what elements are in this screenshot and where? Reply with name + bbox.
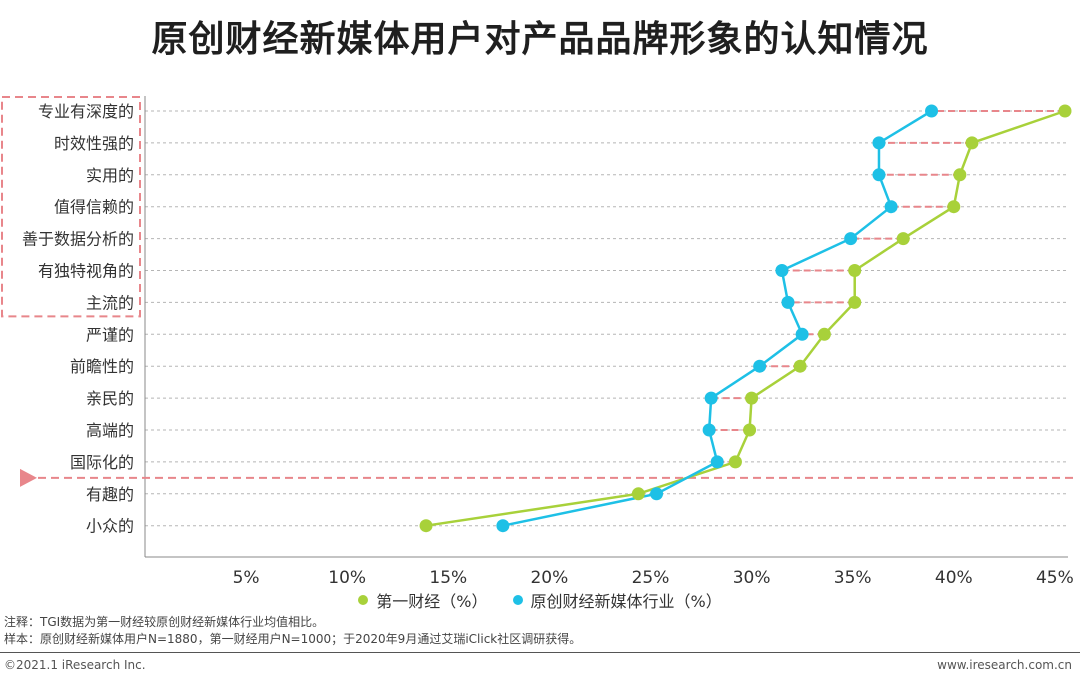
x-tick-label: 10% (328, 568, 366, 588)
data-point-series-1 (1058, 104, 1072, 118)
line-chart: 专业有深度的时效性强的实用的值得信赖的善于数据分析的有独特视角的主流的严谨的前瞻… (1, 96, 1075, 588)
category-label: 小众的 (86, 517, 134, 536)
data-point-series-2 (496, 519, 510, 533)
data-point-series-1 (743, 423, 757, 437)
category-label: 值得信赖的 (54, 198, 134, 217)
category-label: 善于数据分析的 (22, 230, 134, 249)
legend: 第一财经（%） 原创财经新媒体行业（%） (0, 588, 1080, 612)
data-point-series-2 (872, 136, 886, 150)
series-line-1 (425, 109, 1066, 527)
legend-item-series-1: 第一财经（%） (358, 588, 487, 612)
x-tick-label: 20% (530, 568, 568, 588)
data-point-series-2 (702, 423, 716, 437)
data-point-series-2 (781, 295, 795, 309)
data-point-series-2 (753, 359, 767, 373)
data-point-series-2 (650, 487, 664, 501)
x-tick-labels: 5% 10% 15% 20% 25% 30% 35% 40% 45% (233, 568, 1074, 588)
highlight-box (1, 96, 1075, 487)
notes: 注释：TGI数据为第一财经较原创财经新媒体行业均值相比。 样本：原创财经新媒体用… (4, 614, 581, 648)
data-point-series-2 (710, 455, 724, 469)
x-tick-label: 40% (935, 568, 973, 588)
grid-lines (145, 110, 1068, 527)
data-point-series-2 (795, 327, 809, 341)
legend-label-series-1: 第一财经（%） (376, 592, 488, 611)
category-label: 高端的 (86, 421, 134, 440)
category-label: 主流的 (86, 293, 134, 312)
category-label: 实用的 (86, 166, 134, 185)
data-point-series-2 (775, 264, 789, 277)
highlight-box-rect (1, 96, 141, 318)
gap-connectors (709, 110, 1065, 463)
x-tick-label: 30% (733, 568, 771, 588)
data-point-series-1 (947, 200, 961, 214)
legend-dot-series-1 (358, 595, 369, 605)
data-point-series-1 (896, 232, 910, 246)
data-point-series-1 (848, 295, 862, 309)
data-point-series-1 (745, 391, 759, 405)
data-point-series-1 (965, 136, 979, 150)
data-point-series-2 (704, 391, 718, 405)
category-label: 有独特视角的 (38, 262, 134, 281)
website: www.iresearch.com.cn (937, 658, 1072, 672)
category-label: 前瞻性的 (70, 357, 134, 376)
x-tick-label: 35% (834, 568, 872, 588)
data-point-series-1 (631, 487, 645, 501)
data-point-series-1 (419, 519, 433, 533)
data-point-series-1 (817, 327, 831, 341)
data-point-series-1 (728, 455, 742, 469)
series-layer (419, 104, 1072, 533)
category-label: 亲民的 (86, 389, 134, 408)
data-point-series-1 (793, 359, 807, 373)
category-labels: 专业有深度的时效性强的实用的值得信赖的善于数据分析的有独特视角的主流的严谨的前瞻… (22, 102, 134, 536)
chart-title: 原创财经新媒体用户对产品品牌形象的认知情况 (151, 19, 929, 60)
note-tgi: 注释：TGI数据为第一财经较原创财经新媒体行业均值相比。 (4, 615, 325, 629)
data-point-series-2 (844, 232, 858, 246)
data-point-series-1 (953, 168, 967, 182)
data-point-series-2 (872, 168, 886, 182)
footer-divider (0, 652, 1080, 653)
category-label: 国际化的 (70, 453, 134, 472)
category-label: 有趣的 (86, 485, 134, 504)
note-sample: 样本：原创财经新媒体用户N=1880，第一财经用户N=1000；于2020年9月… (4, 632, 582, 646)
legend-item-series-2: 原创财经新媒体行业（%） (512, 588, 722, 612)
data-point-series-1 (848, 264, 862, 277)
axes (144, 96, 1068, 558)
x-tick-label: 25% (632, 568, 670, 588)
copyright: ©2021.1 iResearch Inc. (4, 658, 146, 672)
category-label: 专业有深度的 (38, 102, 134, 121)
threshold-arrow (20, 468, 37, 487)
x-tick-label: 5% (233, 568, 260, 588)
x-tick-label: 15% (429, 568, 467, 588)
data-point-series-2 (925, 104, 939, 118)
legend-label-series-2: 原创财经新媒体行业（%） (530, 592, 722, 611)
data-point-series-2 (884, 200, 898, 214)
x-tick-label: 45% (1036, 568, 1074, 588)
category-label: 严谨的 (86, 325, 134, 344)
legend-dot-series-2 (512, 595, 523, 605)
category-label: 时效性强的 (54, 134, 134, 153)
